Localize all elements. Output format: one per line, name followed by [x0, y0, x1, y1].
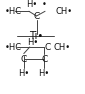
Text: H•: H•	[18, 69, 29, 78]
Text: C: C	[33, 12, 40, 21]
Text: C: C	[21, 55, 27, 64]
Text: H•: H•	[27, 38, 38, 47]
Text: C: C	[41, 55, 47, 64]
Text: •HC: •HC	[4, 7, 21, 16]
Text: •: •	[42, 0, 47, 9]
Text: CH•: CH•	[55, 7, 72, 16]
Text: Ti•: Ti•	[29, 31, 44, 41]
Text: H•: H•	[39, 69, 50, 78]
Text: H•: H•	[26, 0, 37, 9]
Text: •HC: •HC	[4, 42, 21, 52]
Text: C: C	[44, 42, 50, 52]
Text: CH•: CH•	[54, 42, 71, 52]
